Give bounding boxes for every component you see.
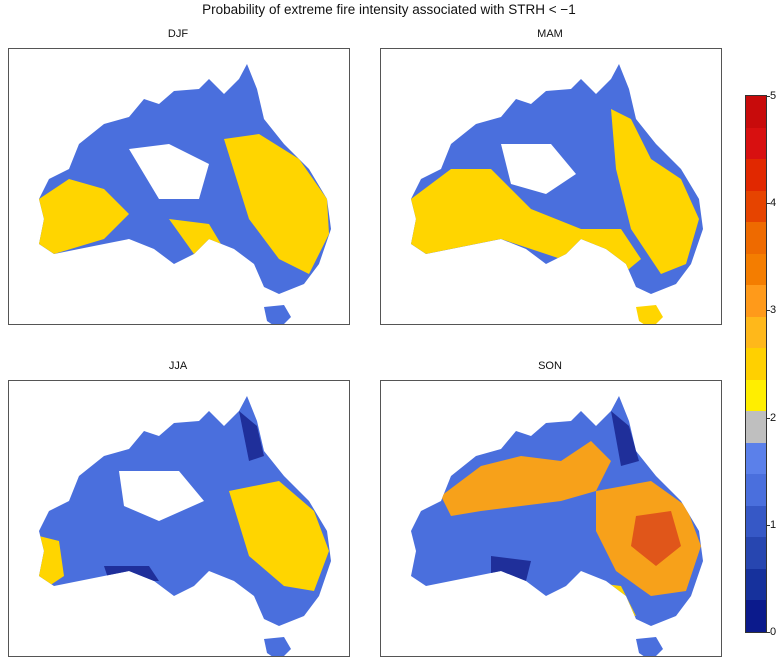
- colorbar-segment: [746, 96, 766, 128]
- panel-title-mam: MAM: [537, 28, 563, 40]
- colorbar-tick-label: 4: [770, 197, 777, 210]
- australia-map-jja: [39, 396, 331, 656]
- probability-region: [229, 481, 329, 591]
- panel-title-djf: DJF: [167, 28, 189, 40]
- probability-region: [631, 511, 681, 566]
- colorbar-segment: [746, 379, 766, 412]
- tasmania: [636, 637, 663, 656]
- colorbar-tick-label: 2: [770, 411, 777, 424]
- figure-title: Probability of extreme fire intensity as…: [202, 2, 576, 17]
- colorbar: [745, 95, 767, 633]
- colorbar-segment: [746, 411, 766, 443]
- colorbar-segment: [746, 253, 766, 286]
- colorbar-segment: [746, 222, 766, 254]
- panel-title-son: SON: [538, 360, 562, 372]
- tasmania: [636, 305, 663, 324]
- map-panel-mam: [380, 48, 722, 325]
- tasmania: [264, 305, 291, 324]
- probability-region: [239, 411, 264, 461]
- probability-region: [119, 471, 204, 521]
- probability-region: [39, 179, 129, 254]
- panel-title-jja: JJA: [168, 360, 188, 372]
- australia-map-son: [411, 396, 703, 656]
- colorbar-tick: [766, 417, 770, 419]
- colorbar-tick-label: 0: [770, 626, 777, 638]
- colorbar-segment: [746, 316, 766, 349]
- colorbar-tick-label: 1: [770, 518, 777, 531]
- colorbar-tick-label: 5: [770, 90, 777, 102]
- colorbar-tick-label: 3: [770, 304, 777, 317]
- colorbar-tick: [766, 524, 770, 526]
- tasmania: [264, 637, 291, 656]
- probability-region: [224, 134, 329, 274]
- colorbar-segment: [746, 159, 766, 191]
- probability-region: [611, 109, 699, 274]
- map-panel-son: [380, 380, 722, 657]
- probability-region: [129, 144, 209, 199]
- probability-region: [441, 441, 611, 516]
- colorbar-segment: [746, 474, 766, 506]
- colorbar-tick: [766, 203, 770, 205]
- probability-region: [39, 536, 64, 586]
- colorbar-segment: [746, 537, 766, 569]
- colorbar-segment: [746, 190, 766, 223]
- colorbar-tick: [766, 96, 770, 97]
- colorbar-segment: [746, 600, 766, 632]
- colorbar-segment: [746, 127, 766, 160]
- australia-map-djf: [39, 64, 331, 324]
- colorbar-segment: [746, 568, 766, 601]
- colorbar-segment: [746, 348, 766, 380]
- probability-region: [501, 144, 576, 194]
- probability-region: [611, 411, 639, 466]
- colorbar-segment: [746, 505, 766, 538]
- colorbar-tick: [766, 632, 770, 633]
- colorbar-segment: [746, 442, 766, 475]
- colorbar-segment: [746, 285, 766, 317]
- map-panel-djf: [8, 48, 350, 325]
- australia-map-mam: [411, 64, 703, 324]
- map-panel-jja: [8, 380, 350, 657]
- colorbar-tick: [766, 310, 770, 312]
